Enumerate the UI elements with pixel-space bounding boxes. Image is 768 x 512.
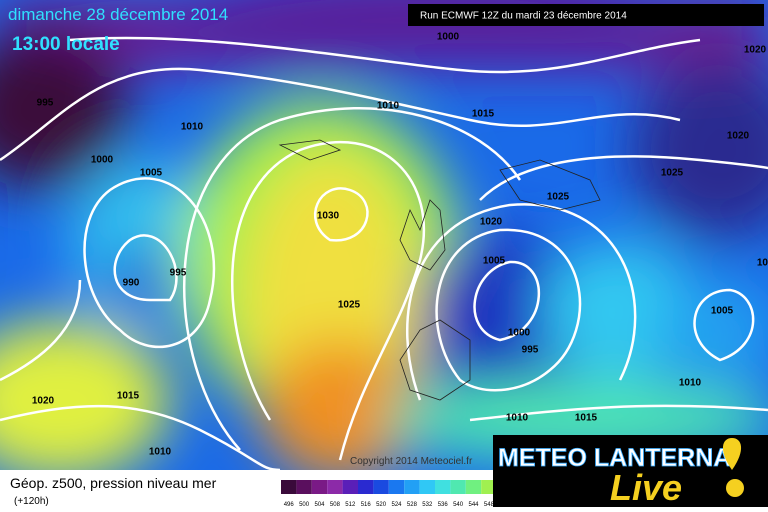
isobar-label: 1030 [317,211,340,222]
isobar-label: 1020 [757,258,768,269]
time-label: 13:00 locale [12,34,120,55]
logo-box [493,435,768,507]
isobar-label: 1005 [711,306,734,317]
isobar-label: 1010 [149,447,172,458]
scale-swatch [311,480,328,494]
run-box [408,4,764,26]
isobar-label: 995 [522,345,539,356]
scale-label: 496 [284,502,295,508]
scale-label: 508 [330,502,341,508]
scale-swatch [435,480,451,494]
lead-time: (+120h) [14,496,49,507]
scale-swatch [404,480,420,494]
isobar-label: 1025 [338,300,361,311]
isobar-label: 1010 [679,378,702,389]
scale-label: 500 [299,502,310,508]
scale-label: 504 [314,502,325,508]
isobar-label: 1005 [140,168,163,179]
isobar-label: 1025 [661,168,684,179]
logo-brand: METEO LANTERNA [498,444,731,472]
scale-label: 532 [422,502,433,508]
isobar-label: 1015 [575,413,598,424]
isobar-label: 1025 [547,192,570,203]
scale-label: 528 [407,502,418,508]
scale-swatch [327,480,343,494]
scale-swatch [465,480,482,494]
run-label: Run ECMWF 12Z du mardi 23 décembre 2014 [420,11,627,22]
pin-icon [722,438,742,470]
isobar-label: 1015 [472,109,495,120]
scale-label: 536 [438,502,449,508]
isobar-label: 1015 [117,391,140,402]
isobar-label: 1000 [91,155,114,166]
scale-swatch [481,480,497,494]
isobar-label: 1000 [437,32,460,43]
field [0,0,768,470]
scale-label: 540 [453,502,464,508]
coastlines [278,139,601,401]
scale-swatch [342,480,358,494]
logo: METEO LANTERNA Live [493,435,768,508]
isobar-label: 995 [37,98,54,109]
isobar-label: 1020 [32,396,55,407]
legend-title: Géop. z500, pression niveau mer [10,475,217,491]
isobar-label: 1000 [508,328,531,339]
scale-label: 548 [484,502,495,508]
scale-swatch [296,480,312,494]
scale-label: 524 [391,502,402,508]
isobars [0,36,768,470]
isobar-label: 1010 [506,413,529,424]
isobar-label: 1005 [483,256,506,267]
scale-swatch [450,480,466,494]
isobar-label: 995 [170,268,187,279]
isobar-label: 1020 [744,45,767,56]
isobar-label: 1020 [480,217,503,228]
date-label: dimanche 28 décembre 2014 [8,5,228,24]
scale-label: 512 [345,502,356,508]
scale-swatch [419,480,435,494]
scale-label: 520 [376,502,387,508]
isobar-label: 990 [123,278,140,289]
copyright: Copyright 2014 Meteociel.fr [350,456,473,467]
scale-label: 516 [361,502,372,508]
isobar-label: 1010 [181,122,204,133]
sun-icon [726,479,744,497]
scale-swatch [281,480,297,494]
logo-tagline: Live [610,467,682,508]
scale-swatch [388,480,405,494]
scale-swatch [358,480,374,494]
isobar-label: 1020 [727,131,750,142]
scale-label: 544 [468,502,479,508]
isobar-label: 1010 [377,101,400,112]
scale-swatch [373,480,389,494]
